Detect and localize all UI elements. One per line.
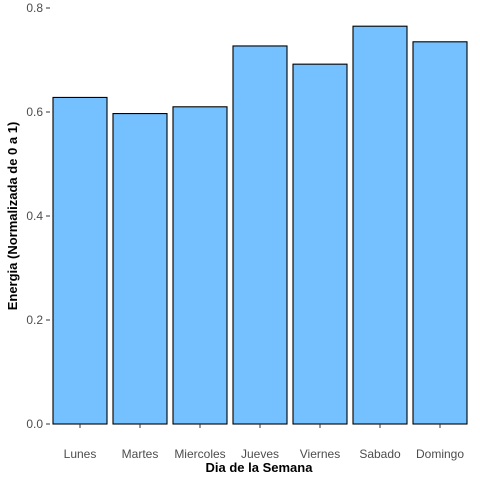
y-tick-label: 0.2 [26,313,43,327]
bars-group [53,26,467,424]
bar-miercoles [173,107,227,424]
x-tick-label: Martes [122,447,159,461]
y-tick-label: 0.8 [26,1,43,15]
bar-domingo [413,42,467,424]
x-axis-title: Dia de la Semana [206,460,314,475]
y-tick-label: 0.4 [26,209,43,223]
bar-jueves [233,46,287,424]
bar-martes [113,114,167,424]
x-tick-label: Sabado [359,447,401,461]
bar-sabado [353,26,407,424]
y-tick-label: 0.0 [26,417,43,431]
y-axis: 0.0 0.2 0.4 0.6 0.8 [26,1,50,431]
y-axis-title: Energia (Normalizada de 0 a 1) [5,122,20,311]
x-tick-label: Domingo [416,447,464,461]
x-tick-label: Lunes [64,447,97,461]
bar-viernes [293,64,347,424]
x-tick-label: Jueves [241,447,279,461]
x-axis: Lunes Martes Miercoles Jueves Viernes Sabado D… [64,424,465,461]
x-tick-label: Miercoles [174,447,225,461]
bar-lunes [53,97,107,424]
y-tick-label: 0.6 [26,105,43,119]
x-tick-label: Viernes [300,447,340,461]
